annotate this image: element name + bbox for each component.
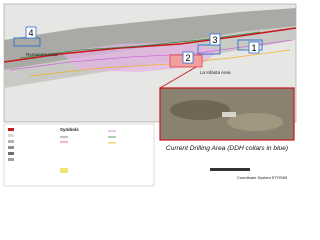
- area-label: Romanera Area: [26, 52, 58, 57]
- marker-box: [182, 51, 194, 64]
- legend-swatch: [8, 134, 14, 137]
- map: 1 2 3 4 Romanera Area La Infanta Area: [3, 3, 297, 123]
- marker-label: 1: [251, 43, 256, 53]
- callout-line: [159, 66, 197, 89]
- legend-box: [3, 123, 155, 187]
- marker-box: [25, 26, 37, 39]
- marker-label: 4: [28, 28, 33, 38]
- area-label: La Infanta Area: [200, 70, 231, 75]
- legend-title: Symbols: [60, 127, 79, 132]
- marker-box: [209, 33, 221, 46]
- marker: 1: [248, 41, 260, 54]
- legend-swatch: [8, 146, 14, 149]
- scale-bar: [210, 168, 250, 171]
- marker: 4: [25, 26, 37, 39]
- marker: 3: [209, 33, 221, 46]
- drill-pad: [222, 112, 236, 117]
- drill-area: [197, 44, 221, 55]
- legend-swatch: [8, 128, 14, 131]
- legend-swatch: [8, 140, 14, 143]
- marker-box: [248, 41, 260, 54]
- terrain: [170, 100, 230, 120]
- terrain: [227, 113, 283, 131]
- marker-label: 2: [185, 53, 190, 63]
- marker-label: 3: [212, 35, 217, 45]
- legend-swatch: [8, 158, 14, 161]
- marker: 2: [182, 51, 194, 64]
- inset-caption: Current Drilling Area (DDH collars in bl…: [166, 145, 288, 152]
- page: 1 2 3 4 Romanera Area La Infanta Area Cu…: [3, 3, 297, 187]
- main-fault: [3, 27, 297, 63]
- legend-swatch: [60, 168, 68, 173]
- inset: Current Drilling Area (DDH collars in bl…: [159, 66, 295, 152]
- legend-swatch: [8, 152, 14, 155]
- coordinate-system: Coordinate System ETRS89: [237, 175, 288, 180]
- legend: Symbols: [3, 123, 155, 187]
